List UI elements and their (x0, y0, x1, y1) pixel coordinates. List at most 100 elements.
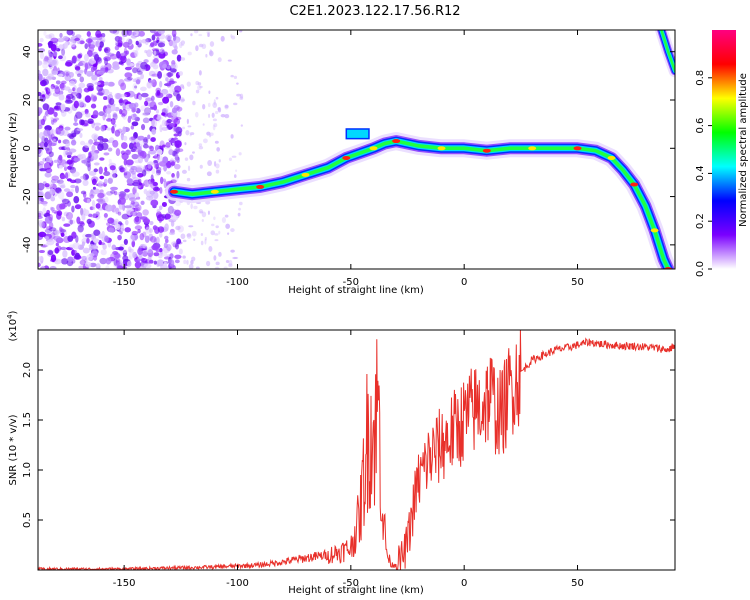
noise-speckle (151, 79, 157, 88)
noise-speckle (120, 55, 127, 64)
noise-speckle (59, 185, 65, 189)
noise-speckle (93, 188, 101, 195)
noise-speckle (165, 34, 172, 41)
noise-speckle (92, 213, 97, 219)
noise-speckle (185, 130, 190, 136)
noise-speckle (182, 126, 186, 130)
noise-speckle (60, 246, 67, 251)
colorbar: 0.0 0.2 0.4 0.6 0.8 Normalized spectral ampl… (695, 30, 749, 277)
noise-speckle (41, 79, 49, 86)
noise-speckle (227, 232, 230, 235)
noise-speckle (132, 83, 138, 91)
noise-speckle (53, 159, 59, 163)
noise-speckle (130, 233, 139, 241)
noise-speckle (47, 145, 53, 153)
noise-speckle (64, 41, 69, 49)
noise-speckle (122, 41, 130, 48)
noise-speckle (128, 248, 134, 253)
noise-speckle (128, 197, 137, 202)
noise-speckle (48, 227, 57, 232)
x-tick-label: -150 (113, 578, 136, 589)
noise-speckle (79, 40, 85, 45)
noise-speckle (83, 53, 89, 62)
noise-speckle (104, 57, 109, 66)
noise-speckle (101, 88, 110, 96)
noise-speckle (44, 236, 49, 240)
noise-speckle (38, 249, 46, 254)
noise-speckle (121, 30, 129, 37)
noise-speckle (126, 178, 134, 185)
noise-speckle (174, 242, 180, 250)
noise-speckle (112, 30, 120, 35)
noise-speckle (53, 235, 62, 241)
noise-speckle (165, 93, 173, 99)
noise-speckle (215, 110, 219, 115)
noise-speckle (239, 93, 244, 99)
noise-speckle (136, 165, 144, 173)
noise-speckle (105, 50, 111, 56)
noise-speckle (87, 118, 94, 124)
noise-speckle (41, 265, 46, 269)
noise-speckle (155, 92, 164, 99)
noise-speckle (84, 43, 88, 50)
noise-speckle (138, 39, 143, 45)
noise-speckle (159, 124, 163, 133)
noise-speckle (112, 65, 120, 70)
noise-speckle (73, 195, 80, 204)
noise-speckle (57, 73, 64, 78)
noise-speckle (108, 137, 115, 144)
noise-speckle (177, 225, 184, 233)
noise-speckle (39, 191, 45, 198)
noise-speckle (168, 39, 174, 47)
noise-speckle (194, 111, 199, 118)
noise-speckle (103, 213, 108, 218)
noise-speckle (142, 117, 150, 124)
noise-speckle (60, 258, 69, 265)
noise-speckle (129, 168, 135, 173)
noise-speckle (157, 226, 165, 233)
noise-speckle (206, 31, 211, 34)
noise-speckle (220, 35, 225, 42)
noise-speckle (85, 70, 94, 77)
noise-speckle (115, 223, 121, 230)
noise-speckle (38, 210, 44, 217)
noise-speckle (209, 41, 215, 47)
noise-speckle (126, 207, 134, 216)
noise-speckle (117, 234, 122, 241)
noise-speckle (152, 181, 158, 187)
noise-speckle (65, 211, 74, 220)
noise-speckle (161, 88, 169, 95)
noise-speckle (142, 143, 149, 149)
noise-speckle (52, 138, 58, 146)
noise-speckle (135, 79, 141, 85)
noise-speckle (207, 32, 210, 38)
noise-speckle (75, 185, 79, 194)
noise-speckle (55, 80, 61, 85)
noise-speckle (186, 177, 191, 182)
noise-speckle (164, 223, 169, 232)
colorbar-tick-label: 0.8 (695, 70, 706, 86)
noise-speckle (38, 182, 45, 191)
noise-speckle (125, 159, 134, 166)
noise-speckle (96, 70, 105, 75)
noise-speckle (212, 124, 216, 131)
noise-speckle (45, 155, 53, 164)
noise-speckle (54, 229, 60, 236)
noise-speckle (88, 243, 95, 249)
noise-speckle (40, 200, 48, 205)
noise-speckle (165, 77, 169, 82)
spectrogram-x-label: Height of straight line (km) (288, 285, 424, 296)
noise-speckle (49, 265, 57, 269)
noise-speckle (50, 37, 59, 44)
noise-speckle (115, 262, 123, 269)
noise-speckle (139, 265, 147, 269)
noise-speckle (147, 134, 151, 140)
noise-speckle (233, 102, 238, 106)
colorbar-ticks: 0.0 0.2 0.4 0.6 0.8 (695, 70, 712, 277)
noise-speckle (81, 123, 89, 127)
noise-speckle (94, 125, 101, 131)
noise-speckle (92, 95, 97, 102)
noise-speckle (114, 92, 121, 100)
noise-speckle (93, 54, 100, 61)
noise-speckle (141, 123, 146, 131)
